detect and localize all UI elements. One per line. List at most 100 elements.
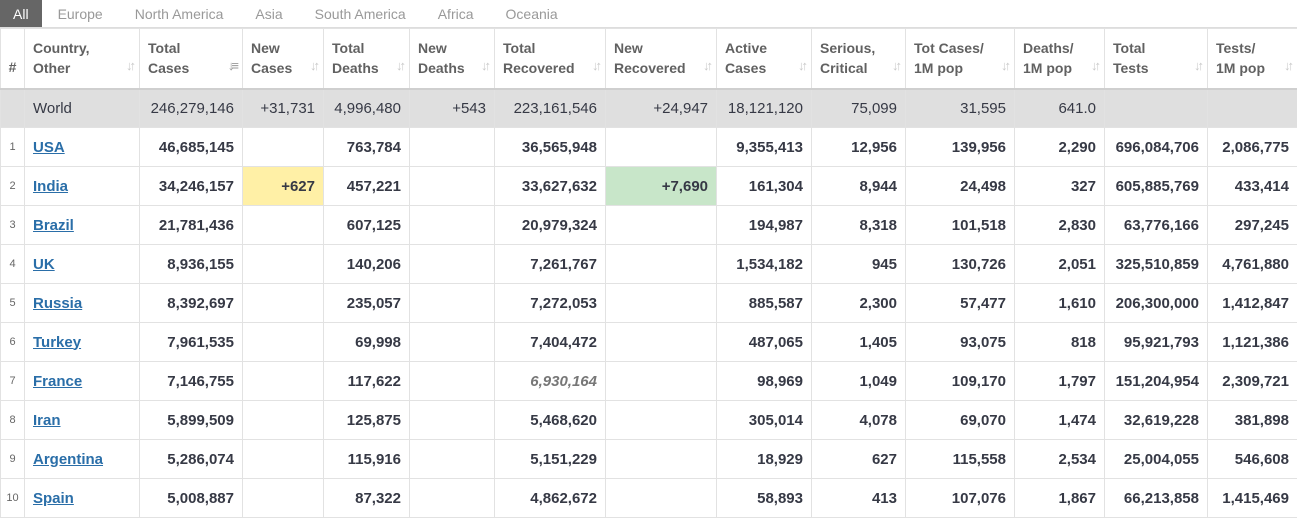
cell-new-cases — [243, 128, 324, 167]
cell-total-recovered: 7,404,472 — [495, 323, 606, 362]
sort-icon[interactable]: ↓↑ — [126, 56, 133, 76]
sort-icon[interactable]: ↓↑ — [703, 56, 710, 76]
cell-country: France — [25, 362, 140, 401]
cell-new-deaths — [410, 167, 495, 206]
cell-serious: 2,300 — [812, 284, 906, 323]
cell-active: 58,893 — [717, 479, 812, 518]
cell-active: 9,355,413 — [717, 128, 812, 167]
tab-all[interactable]: All — [0, 0, 42, 27]
tab-asia[interactable]: Asia — [239, 0, 298, 27]
cell-country: USA — [25, 128, 140, 167]
tab-europe[interactable]: Europe — [42, 0, 119, 27]
sort-icon[interactable]: ↓↑ — [310, 56, 317, 76]
country-link[interactable]: Russia — [33, 295, 82, 312]
tab-north-america[interactable]: North America — [119, 0, 240, 27]
country-link[interactable]: UK — [33, 256, 55, 273]
column-header-label-line2: Other — [33, 58, 131, 78]
tab-africa[interactable]: Africa — [422, 0, 490, 27]
cell-country: Iran — [25, 401, 140, 440]
cell-tests-1m: 297,245 — [1208, 206, 1297, 245]
cell-active: 885,587 — [717, 284, 812, 323]
sort-icon[interactable]: ↓↑ — [1001, 56, 1008, 76]
cell-cases-1m: 69,070 — [906, 401, 1015, 440]
cell-new-recovered — [606, 323, 717, 362]
cell-total-cases: 5,008,887 — [140, 479, 243, 518]
sort-icon[interactable]: ↓↑ — [892, 56, 899, 76]
country-link[interactable]: Brazil — [33, 217, 74, 234]
country-link[interactable]: Turkey — [33, 334, 81, 351]
cell-new-deaths — [410, 362, 495, 401]
column-header-deaths-1m[interactable]: Deaths/1M pop↓↑ — [1015, 29, 1105, 89]
country-link[interactable]: USA — [33, 139, 65, 156]
cell-total-cases: 21,781,436 — [140, 206, 243, 245]
cell-new-cases — [243, 284, 324, 323]
country-link[interactable]: Spain — [33, 490, 74, 507]
country-link[interactable]: Iran — [33, 412, 61, 429]
country-link[interactable]: France — [33, 373, 82, 390]
cell-total-deaths: 69,998 — [324, 323, 410, 362]
cell-tests-1m: 546,608 — [1208, 440, 1297, 479]
sort-icon[interactable]: ↓↑ — [592, 56, 599, 76]
tab-oceania[interactable]: Oceania — [490, 0, 574, 27]
column-header-cases-1m[interactable]: Tot Cases/1M pop↓↑ — [906, 29, 1015, 89]
cell-active: 161,304 — [717, 167, 812, 206]
cell-new-cases: +627 — [243, 167, 324, 206]
cell-total-deaths: 140,206 — [324, 245, 410, 284]
cell-serious: 1,049 — [812, 362, 906, 401]
cell-new-recovered — [606, 479, 717, 518]
cell-num: 4 — [1, 245, 25, 284]
cell-num: 1 — [1, 128, 25, 167]
cell-total-recovered: 6,930,164 — [495, 362, 606, 401]
cell-new-deaths — [410, 440, 495, 479]
cell-country: Spain — [25, 479, 140, 518]
column-header-label-line2: 1M pop — [1023, 58, 1096, 78]
sort-icon[interactable]: ↓↑ — [798, 56, 805, 76]
column-header-num: # — [1, 29, 25, 89]
cell-total-cases: 46,685,145 — [140, 128, 243, 167]
sort-descending-icon[interactable]: ↓≡ — [228, 56, 236, 76]
cell-tests-1m: 1,412,847 — [1208, 284, 1297, 323]
sort-icon[interactable]: ↓↑ — [1284, 56, 1291, 76]
column-header-label-line1: Country, — [33, 38, 131, 58]
cell-deaths-1m: 1,610 — [1015, 284, 1105, 323]
cell-new-deaths — [410, 401, 495, 440]
cell-new-cases — [243, 206, 324, 245]
cell-new-recovered — [606, 128, 717, 167]
cell-total-deaths: 457,221 — [324, 167, 410, 206]
column-header-country[interactable]: Country,Other↓↑ — [25, 29, 140, 89]
cell-country: Turkey — [25, 323, 140, 362]
column-header-serious[interactable]: Serious,Critical↓↑ — [812, 29, 906, 89]
sort-icon[interactable]: ↓↑ — [1091, 56, 1098, 76]
column-header-tests-1m[interactable]: Tests/1M pop↓↑ — [1208, 29, 1297, 89]
cell-active: 18,929 — [717, 440, 812, 479]
tab-south-america[interactable]: South America — [299, 0, 422, 27]
cell-country: India — [25, 167, 140, 206]
cell-num: 2 — [1, 167, 25, 206]
cell-active: 305,014 — [717, 401, 812, 440]
sort-icon[interactable]: ↓↑ — [481, 56, 488, 76]
sort-icon[interactable]: ↓↑ — [1194, 56, 1201, 76]
cell-cases-1m: 31,595 — [906, 89, 1015, 128]
cell-tests-1m — [1208, 89, 1297, 128]
cell-new-recovered — [606, 440, 717, 479]
sort-icon[interactable]: ↓↑ — [396, 56, 403, 76]
country-link[interactable]: Argentina — [33, 451, 103, 468]
cell-total-tests: 66,213,858 — [1105, 479, 1208, 518]
cell-tests-1m: 1,121,386 — [1208, 323, 1297, 362]
country-link[interactable]: India — [33, 178, 68, 195]
